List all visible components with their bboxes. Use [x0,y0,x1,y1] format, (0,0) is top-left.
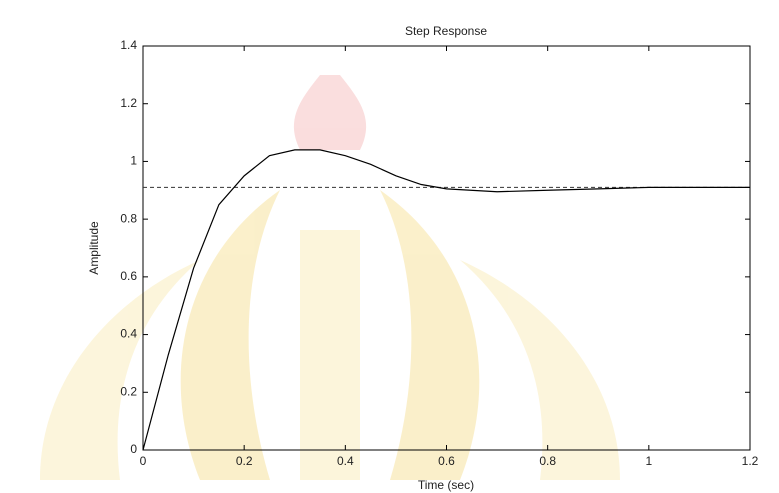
x-tick-label: 0.8 [539,454,556,468]
x-axis-label: Time (sec) [418,478,474,492]
chart-title: Step Response [405,24,487,38]
chart: Step Response Time (sec) Amplitude 0 0.2 0… [0,0,779,493]
y-tick-label: 0.8 [120,211,137,225]
y-tick-label: 0.6 [120,269,137,283]
y-tick-label: 1.2 [120,96,137,110]
y-tick-label: 0.2 [120,384,137,398]
watermark-stem [300,230,360,480]
x-tick-label: 0.6 [438,454,455,468]
y-tick-label: 1.4 [120,38,137,52]
y-tick-label: 1 [130,154,137,168]
x-tick-label: 0.4 [337,454,354,468]
x-tick-label: 0 [140,454,147,468]
x-tick-label: 1.2 [742,454,759,468]
y-tick-label: 0.4 [120,327,137,341]
x-tick-label: 1 [645,454,652,468]
y-axis-label: Amplitude [87,221,101,275]
x-tick-label: 0.2 [236,454,253,468]
y-tick-label: 0 [130,442,137,456]
